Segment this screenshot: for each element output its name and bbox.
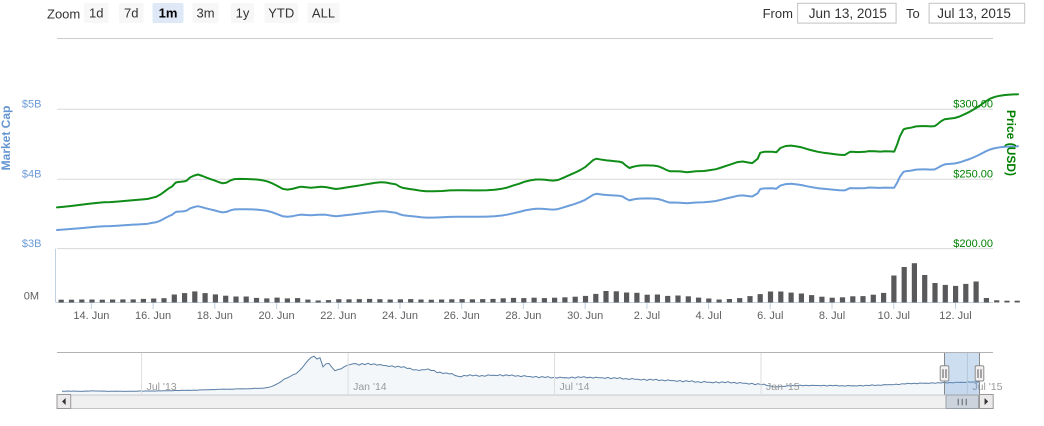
svg-text:To: To [906,6,920,21]
svg-text:26. Jun: 26. Jun [444,310,480,322]
svg-text:$3B: $3B [22,238,42,250]
svg-text:0M: 0M [24,291,39,303]
svg-text:1d: 1d [89,6,103,21]
svg-text:$5B: $5B [22,99,42,111]
svg-text:22. Jun: 22. Jun [320,310,356,322]
svg-text:Jan '14: Jan '14 [353,381,387,393]
svg-text:Jan '15: Jan '15 [766,381,800,393]
svg-text:8. Jul: 8. Jul [819,310,845,322]
svg-text:1y: 1y [236,6,250,21]
svg-text:Jul 13, 2015: Jul 13, 2015 [937,6,1011,21]
svg-text:14. Jun: 14. Jun [73,310,109,322]
svg-text:18. Jun: 18. Jun [197,310,233,322]
svg-text:16. Jun: 16. Jun [135,310,171,322]
svg-text:10. Jul: 10. Jul [878,310,910,322]
svg-text:$300.00: $300.00 [953,99,993,111]
svg-text:28. Jun: 28. Jun [505,310,541,322]
svg-text:1m: 1m [159,6,178,21]
svg-text:24. Jun: 24. Jun [382,310,418,322]
svg-text:2. Jul: 2. Jul [634,310,660,322]
svg-text:ALL: ALL [312,6,335,21]
svg-text:Zoom: Zoom [47,6,80,21]
svg-text:3m: 3m [196,6,214,21]
svg-text:YTD: YTD [268,6,294,21]
svg-text:$250.00: $250.00 [953,169,993,181]
svg-text:Price (USD): Price (USD) [1004,110,1018,176]
svg-text:12. Jul: 12. Jul [939,310,971,322]
svg-text:20. Jun: 20. Jun [259,310,295,322]
svg-text:7d: 7d [124,6,138,21]
svg-text:$200.00: $200.00 [953,238,993,250]
svg-text:Market Cap: Market Cap [0,106,13,171]
svg-text:6. Jul: 6. Jul [757,310,783,322]
svg-text:Jul '14: Jul '14 [560,381,590,393]
svg-text:$4B: $4B [22,169,42,181]
svg-text:Jul '13: Jul '13 [147,381,177,393]
svg-text:From: From [763,6,793,21]
svg-text:30. Jun: 30. Jun [567,310,603,322]
svg-text:4. Jul: 4. Jul [695,310,721,322]
svg-text:Jun 13, 2015: Jun 13, 2015 [809,6,887,21]
